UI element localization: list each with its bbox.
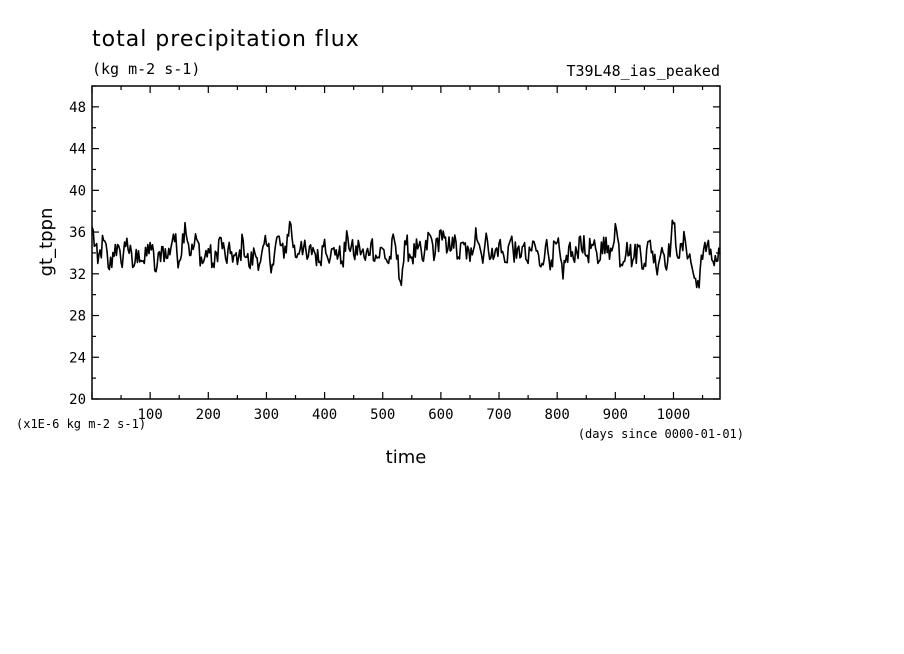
y-tick-label: 24 <box>69 350 86 366</box>
x-axis-label: time <box>386 447 427 468</box>
x-tick-label: 700 <box>486 407 511 423</box>
x-tick-label: 100 <box>137 407 162 423</box>
y-tick-label: 32 <box>69 267 86 283</box>
y-tick-label: 48 <box>69 100 86 116</box>
chart-title: total precipitation flux <box>92 27 360 52</box>
y-tick-label: 20 <box>69 392 86 408</box>
x-tick-label: 400 <box>312 407 337 423</box>
x-tick-label: 800 <box>545 407 570 423</box>
x-tick-label: 200 <box>196 407 221 423</box>
x-tick-label: 1000 <box>657 407 691 423</box>
x-units-label: (days since 0000-01-01) <box>578 427 744 441</box>
y-axis-label: gt_tppn <box>36 208 57 277</box>
y-tick-labels: 20 24 28 32 36 40 44 48 <box>69 100 86 408</box>
y-tick-label: 44 <box>69 142 86 158</box>
y-tick-label: 28 <box>69 309 86 325</box>
y-units-label: (x1E-6 kg m-2 s-1) <box>16 417 146 431</box>
series-line <box>91 219 721 289</box>
x-tick-labels: 100 200 300 400 500 600 700 800 900 1000 <box>137 407 690 423</box>
chart-units: (kg m-2 s-1) <box>92 60 200 78</box>
axis-ticks <box>91 85 720 400</box>
y-tick-label: 40 <box>69 183 86 199</box>
x-tick-label: 900 <box>603 407 628 423</box>
x-tick-label: 300 <box>254 407 279 423</box>
y-tick-label: 36 <box>69 225 86 241</box>
x-tick-label: 500 <box>370 407 395 423</box>
plot-frame <box>91 85 721 400</box>
experiment-label: T39L48_ias_peaked <box>566 62 720 80</box>
x-tick-label: 600 <box>428 407 453 423</box>
